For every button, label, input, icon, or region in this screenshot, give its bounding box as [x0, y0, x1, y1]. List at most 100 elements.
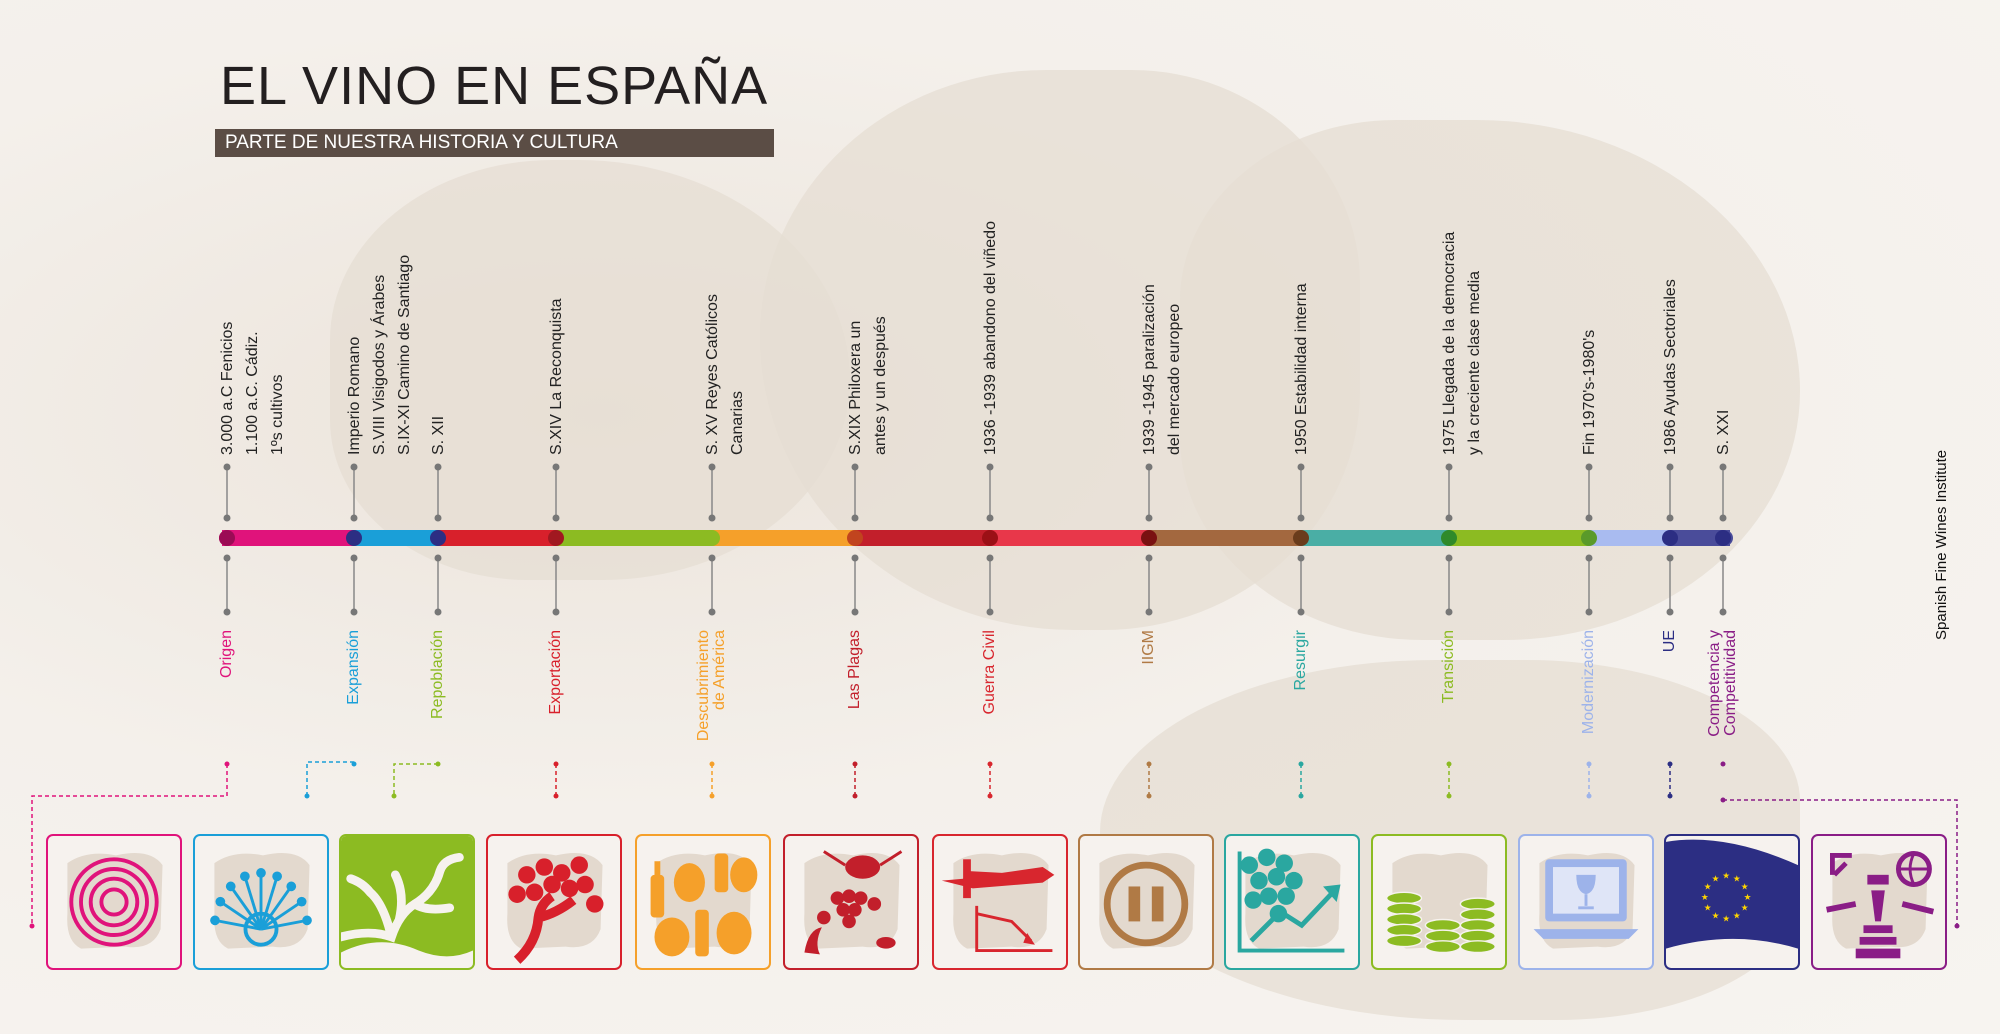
era-connector — [1667, 761, 1673, 799]
era-connector — [852, 761, 858, 799]
svg-text:★: ★ — [1701, 893, 1709, 903]
warplane-decline-icon — [941, 853, 1055, 952]
event-label-line: 1950 Estabilidad interna — [1293, 283, 1310, 455]
event-label-line: 3.000 a.C Fenicios — [219, 321, 236, 455]
event-label: 1936 -1939 abandono del viñedo — [978, 221, 1003, 455]
era-tile: ★ ★ ★ ★ ★ ★ ★ ★ ★ ★ ★ ★ — [1664, 834, 1800, 970]
timeline-marker — [1715, 463, 1731, 616]
page-subtitle: PARTE DE NUESTRA HISTORIA Y CULTURA — [215, 129, 774, 157]
svg-text:★: ★ — [1712, 912, 1720, 922]
era-tile — [1224, 834, 1360, 970]
timeline-marker — [346, 463, 362, 616]
era-label-line: UE — [1661, 630, 1678, 653]
event-label-line: 1936 -1939 abandono del viñedo — [982, 221, 999, 455]
event-label-line: Canarias — [729, 390, 746, 455]
timeline-segment — [438, 530, 557, 546]
era-label-line: Origen — [218, 630, 235, 679]
era-label-line: Competitividad — [1722, 630, 1739, 736]
timeline-marker — [1441, 463, 1457, 616]
timeline-segment — [556, 530, 713, 546]
era-tile — [932, 834, 1068, 970]
event-label-line: antes y un después — [872, 316, 889, 455]
era-connector — [987, 761, 993, 799]
event-label-line: del mercado europeo — [1166, 303, 1183, 455]
svg-text:★: ★ — [1741, 904, 1749, 914]
era-connector — [29, 761, 230, 929]
era-label-line: Transición — [1440, 630, 1457, 704]
pause-icon — [1099, 853, 1195, 949]
timeline-segment — [712, 530, 856, 546]
event-label-line: 1.100 a.C. Cádiz. — [244, 331, 261, 455]
era-tile — [339, 834, 475, 970]
event-label: 1986 Ayudas Sectoriales — [1658, 279, 1683, 455]
era-label: Competencia y Competitividad — [1706, 630, 1739, 770]
event-label: Imperio Romano S.VIII Visigodos y Árabes S… — [342, 255, 417, 455]
event-label-line: Fin 1970's-1980's — [1581, 329, 1598, 455]
era-label-line: de América — [711, 630, 728, 711]
event-label-line: y la creciente clase media — [1466, 270, 1483, 455]
era-tile — [783, 834, 919, 970]
timeline-marker — [219, 463, 235, 616]
page-title: EL VINO EN ESPAÑA — [220, 56, 769, 116]
event-label: S. XXI — [1711, 410, 1736, 455]
era-label: IIGM — [1140, 630, 1157, 770]
timeline-marker — [430, 463, 446, 616]
svg-text:★: ★ — [1733, 875, 1741, 885]
timeline-marker — [1293, 463, 1309, 616]
era-label: UE — [1661, 630, 1678, 770]
timeline-marker — [548, 463, 564, 616]
bottles-barrels-icon — [650, 853, 758, 957]
event-label-line: S.XIV La Reconquista — [548, 298, 565, 455]
svg-text:★: ★ — [1722, 914, 1730, 924]
target-icon — [67, 853, 163, 949]
era-label: Repoblación — [429, 630, 446, 770]
event-label: 1950 Estabilidad interna — [1289, 283, 1314, 455]
event-label: S. XV Reyes Católicos Canarias — [700, 294, 750, 455]
timeline-segment — [1149, 530, 1302, 546]
event-label-line: S.IX-XI Camino de Santiago — [396, 254, 413, 455]
era-connector — [553, 761, 559, 799]
timeline-marker — [1662, 463, 1678, 616]
event-label: S.XIX Philoxera un antes y un después — [843, 316, 893, 455]
era-connector — [1446, 761, 1452, 799]
era-tile — [486, 834, 622, 970]
era-connector — [1146, 761, 1152, 799]
event-label-line: 1986 Ayudas Sectoriales — [1662, 279, 1679, 455]
event-label: 1975 Llegada de la democracia y la crecie… — [1437, 232, 1487, 455]
era-label: Origen — [218, 630, 235, 770]
event-label-line: S. XV Reyes Católicos — [704, 294, 721, 455]
timeline-marker — [982, 463, 998, 616]
timeline-marker — [704, 463, 720, 616]
svg-text:★: ★ — [1704, 904, 1712, 914]
event-label: S.XIV La Reconquista — [544, 298, 569, 455]
era-label: Guerra Civil — [981, 630, 998, 770]
era-label-line: Expansión — [345, 630, 362, 705]
event-label-line: S.XIX Philoxera un — [847, 320, 864, 455]
era-tile — [46, 834, 182, 970]
era-label: Resurgir — [1292, 630, 1309, 770]
map-background — [1180, 120, 1800, 640]
era-connector — [1586, 761, 1592, 799]
era-label: Expansión — [345, 630, 362, 770]
era-tile — [1811, 834, 1947, 970]
era-label: Las Plagas — [846, 630, 863, 770]
era-tile — [1518, 834, 1654, 970]
era-tile — [1078, 834, 1214, 970]
era-label-line: Guerra Civil — [981, 630, 998, 715]
timeline-marker — [1141, 463, 1157, 616]
event-label: S. XII — [426, 416, 451, 455]
svg-text:★: ★ — [1712, 875, 1720, 885]
era-connector — [1298, 761, 1304, 799]
laptop-wineglass-icon — [1533, 853, 1639, 949]
era-tile — [193, 834, 329, 970]
timeline-segment — [1589, 530, 1671, 546]
era-label: Transición — [1440, 630, 1457, 770]
era-label-line: Descubrimiento — [695, 630, 712, 742]
era-connector — [1720, 761, 1960, 929]
event-label-line: S. XXI — [1715, 409, 1732, 455]
event-label-line: Imperio Romano — [346, 336, 363, 455]
era-label: Descubrimiento de América — [695, 630, 728, 770]
event-label: 3.000 a.C Fenicios 1.100 a.C. Cádiz. 1ºs c… — [215, 322, 290, 455]
era-label-line: Modernización — [1580, 630, 1597, 735]
